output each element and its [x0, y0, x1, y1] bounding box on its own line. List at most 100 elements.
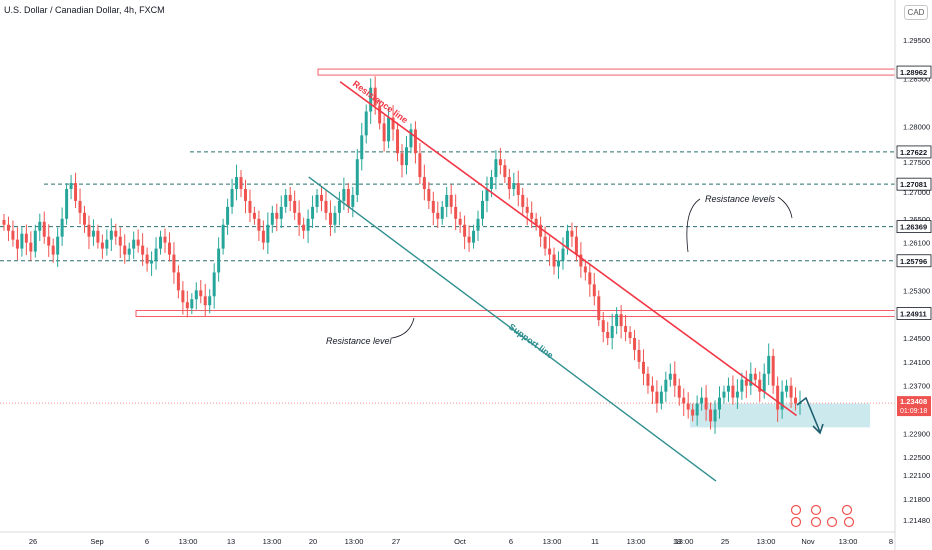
candle-body [123, 245, 127, 255]
y-tick-label: 1.21800 [903, 495, 930, 504]
candle-body [190, 299, 194, 309]
level-zone-5 [135, 310, 896, 317]
x-tick-label: 25 [721, 537, 729, 546]
x-tick-label: 13:00 [263, 537, 282, 546]
candle-body [664, 379, 668, 392]
projection-arrowhead [812, 423, 824, 435]
candle-body [709, 409, 713, 422]
y-tick-label: 1.24500 [903, 334, 930, 343]
candle-body [624, 326, 628, 333]
candle-body [552, 254, 556, 267]
candle-body [628, 332, 632, 339]
event-flag-icon[interactable] [790, 504, 802, 516]
x-tick-label: 13:00 [543, 537, 562, 546]
x-tick-label: 27 [392, 537, 400, 546]
candle-body [458, 218, 462, 225]
event-flag-icon[interactable] [843, 516, 855, 528]
candle-body [78, 200, 82, 213]
x-tick-label: Nov [801, 537, 815, 546]
candle-body [449, 194, 453, 207]
candle-body [159, 236, 163, 249]
candle-body [588, 272, 592, 285]
event-flag-icon[interactable] [790, 516, 802, 528]
candle-body [324, 200, 328, 213]
candle-body [413, 129, 417, 154]
candle-body [776, 385, 780, 410]
event-flag-icon[interactable] [810, 516, 822, 528]
candle-body [726, 385, 730, 392]
support-line-label: Support line [507, 322, 555, 361]
candle-body [96, 230, 100, 243]
candle-body [105, 239, 109, 249]
candle-body [47, 236, 51, 246]
candle-body [6, 224, 10, 231]
candle-body [494, 159, 498, 178]
candle-body [118, 236, 122, 246]
candle-body [373, 87, 377, 106]
x-tick-label: 13:00 [179, 537, 198, 546]
candle-body [91, 230, 95, 237]
candle-body [780, 391, 784, 410]
candle-body [306, 218, 310, 231]
x-tick-label: 6 [145, 537, 149, 546]
candle-body [185, 302, 189, 309]
candle-body [713, 409, 717, 422]
event-flag-icon[interactable] [826, 516, 838, 528]
candle-body [583, 266, 587, 273]
candle-body [440, 206, 444, 219]
candle-body [668, 373, 672, 380]
candle-body [570, 230, 574, 237]
candle-body [480, 200, 484, 219]
y-tick-label: 1.22900 [903, 429, 930, 438]
resistance-trendline[interactable] [339, 81, 798, 417]
candle-body [409, 129, 413, 148]
candle-body [601, 320, 605, 333]
candle-body [574, 236, 578, 255]
candle-body [203, 296, 207, 306]
level-price-box [896, 254, 932, 268]
candle-body [735, 391, 739, 398]
support-trendline[interactable] [308, 176, 717, 482]
candle-body [476, 218, 480, 231]
candle-body [418, 153, 422, 178]
candle-body [400, 153, 404, 166]
candle-body [248, 200, 252, 213]
currency-button[interactable]: CAD [904, 5, 928, 20]
event-flag-icon[interactable] [810, 504, 822, 516]
candle-body [82, 212, 86, 225]
candle-body [633, 338, 637, 350]
candle-body [606, 332, 610, 339]
candle-body [762, 373, 766, 392]
y-tick-label: 1.25300 [903, 286, 930, 295]
candle-body [548, 248, 552, 255]
candle-body [489, 177, 493, 190]
candle-body [767, 355, 771, 374]
level-price-label: 1.27622 [900, 148, 927, 157]
candle-body [230, 189, 234, 207]
candle-body [38, 221, 42, 231]
candle-body [239, 177, 243, 190]
candle-body [427, 189, 431, 201]
candle-body [454, 206, 458, 219]
x-tick-label: 13:00 [345, 537, 364, 546]
candle-body [252, 212, 256, 219]
candle-body [436, 212, 440, 219]
candle-body [145, 254, 149, 264]
candle-body [516, 183, 520, 195]
candle-body [235, 177, 239, 190]
candle-body [700, 397, 704, 404]
candle-body [297, 212, 301, 225]
candle-body [472, 230, 476, 243]
candle-body [722, 391, 726, 398]
horizontal-levels [0, 68, 896, 317]
arrow-levels-down [686, 198, 701, 253]
candle-body [659, 391, 663, 404]
candle-body [288, 194, 292, 201]
event-flag-icon[interactable] [841, 504, 853, 516]
candle-body [217, 248, 221, 273]
candle-body [172, 254, 176, 273]
candle-body [275, 212, 279, 219]
candle-body [266, 224, 270, 243]
x-tick-label: 13 [227, 537, 235, 546]
